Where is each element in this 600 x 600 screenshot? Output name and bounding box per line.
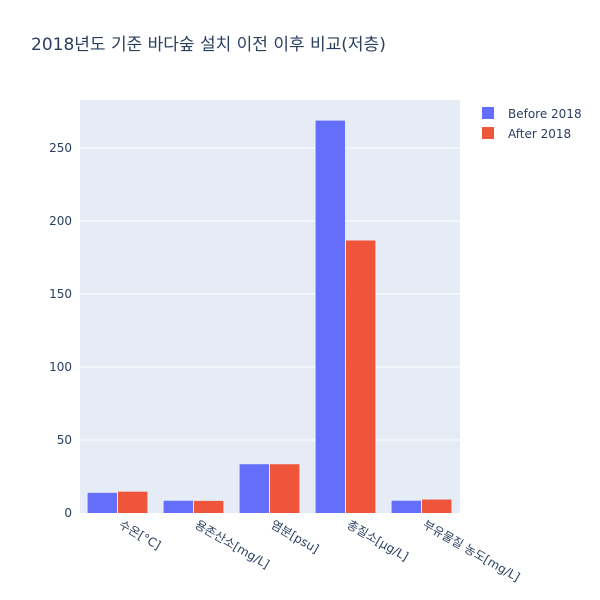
bar-before-1[interactable] <box>163 500 193 513</box>
bar-before-0[interactable] <box>87 492 117 513</box>
y-tick-label: 50 <box>57 433 72 447</box>
y-tick-label: 150 <box>49 287 72 301</box>
bar-before-3[interactable] <box>315 120 345 513</box>
x-tick-label: 부유물질 농도[mg/L] <box>421 517 523 584</box>
chart-title: 2018년도 기준 바다숲 설치 이전 이후 비교(저층) <box>31 35 386 55</box>
x-tick-label: 염분[psu] <box>269 517 322 556</box>
x-tick-label: 수온[°C] <box>117 517 164 552</box>
bar-after-1[interactable] <box>194 500 224 513</box>
y-tick-label: 250 <box>49 141 72 155</box>
bar-before-2[interactable] <box>239 464 269 513</box>
legend-swatch[interactable] <box>482 107 494 119</box>
gridlines <box>80 147 460 441</box>
y-tick-label: 200 <box>49 214 72 228</box>
legend[interactable]: Before 2018 After 2018 <box>482 107 582 141</box>
bar-after-2[interactable] <box>270 464 300 513</box>
y-tick-label: 100 <box>49 360 72 374</box>
bar-after-4[interactable] <box>422 499 452 513</box>
x-axis-ticks: 수온[°C] 용존산소[mg/L]염분[psu] 총질소[μg/L] 부유물질 농도[… <box>117 517 523 584</box>
legend-label[interactable]: After 2018 <box>508 127 571 141</box>
bars <box>87 120 452 513</box>
y-tick-label: 0 <box>64 506 72 520</box>
bar-before-4[interactable] <box>391 500 421 513</box>
bar-after-0[interactable] <box>118 491 148 513</box>
x-tick-label: 총질소[μg/L] <box>345 517 411 563</box>
x-tick-label: 용존산소[mg/L] <box>193 517 272 571</box>
plot-area <box>80 100 460 513</box>
legend-label[interactable]: Before 2018 <box>508 107 582 121</box>
legend-swatch[interactable] <box>482 127 494 139</box>
bar-after-3[interactable] <box>346 240 376 513</box>
y-axis-ticks: 0 50 100 150 200 250 <box>49 141 72 520</box>
